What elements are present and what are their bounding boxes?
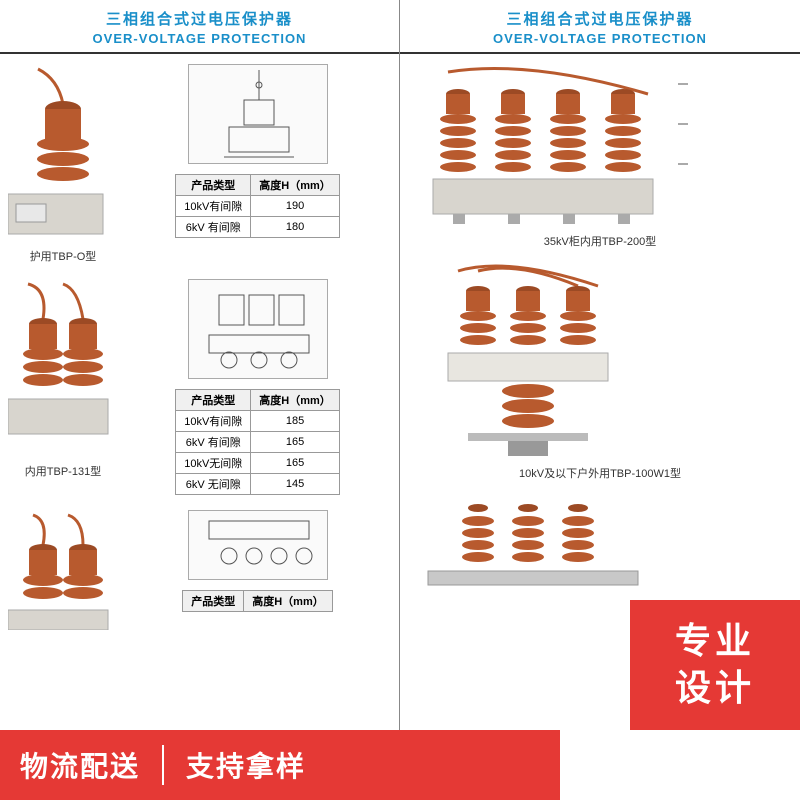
- insulator-icon: [8, 64, 118, 244]
- left-header: 三相组合式过电压保护器 OVER-VOLTAGE PROTECTION: [0, 0, 399, 54]
- spec-table: 产品类型 高度H（mm） 10kV有间隙 190 6kV 有间隙 180: [175, 174, 340, 238]
- spec-col-height: 高度H（mm）: [251, 175, 340, 196]
- product-block-partial: [408, 493, 792, 613]
- product-row: 护用TBP-O型 产品类型 高度H（mm）: [8, 64, 391, 264]
- spec-col-type: 产品类型: [176, 175, 251, 196]
- spec-table: 产品类型 高度H（mm）: [182, 590, 333, 612]
- product-caption: 10kV及以下户外用TBP-100W1型: [408, 465, 792, 481]
- insulator-three-rail-icon: [408, 493, 648, 613]
- right-content: 35kV柜内用TBP-200型: [400, 54, 800, 623]
- spec-cell: 165: [251, 432, 340, 453]
- banner-divider: [162, 745, 164, 785]
- table-row: 10kV有间隙185: [176, 411, 340, 432]
- product-caption: 内用TBP-131型: [8, 463, 118, 479]
- header-title-cn: 三相组合式过电压保护器: [0, 8, 399, 29]
- technical-drawing-icon: [188, 64, 328, 164]
- right-header: 三相组合式过电压保护器 OVER-VOLTAGE PROTECTION: [400, 0, 800, 54]
- spec-col-height: 高度H（mm）: [244, 591, 333, 612]
- spec-table: 产品类型 高度H（mm） 10kV有间隙185 6kV 有间隙165 10kV无…: [175, 389, 340, 495]
- diagram-area: 产品类型 高度H（mm） 10kV有间隙 190 6kV 有间隙 180: [124, 64, 391, 238]
- banner-right: 专业 设计: [630, 600, 800, 730]
- spec-cell: 10kV有间隙: [176, 196, 251, 217]
- spec-cell: 190: [251, 196, 340, 217]
- spec-cell: 145: [251, 474, 340, 495]
- product-caption: 35kV柜内用TBP-200型: [408, 233, 792, 249]
- banner-bottom: 物流配送 支持拿样: [0, 730, 560, 800]
- spec-cell: 10kV有间隙: [176, 411, 251, 432]
- product-image-tbp-o: 护用TBP-O型: [8, 64, 118, 264]
- spec-cell: 6kV 无间隙: [176, 474, 251, 495]
- insulator-icon: [8, 510, 118, 630]
- product-row: 内用TBP-131型 产品类型 高: [8, 279, 391, 495]
- technical-drawing-icon: [188, 510, 328, 580]
- header-title-en: OVER-VOLTAGE PROTECTION: [0, 31, 399, 46]
- left-content: 护用TBP-O型 产品类型 高度H（mm）: [0, 54, 399, 655]
- table-row: 10kV无间隙165: [176, 453, 340, 474]
- spec-cell: 165: [251, 453, 340, 474]
- banner-right-line2: 设计: [675, 667, 755, 708]
- banner-right-line1: 专业: [675, 620, 755, 661]
- spec-col-type: 产品类型: [183, 591, 244, 612]
- product-image-tbp-131: 内用TBP-131型: [8, 279, 118, 479]
- diagram-area: 产品类型 高度H（mm）: [124, 510, 391, 612]
- banner-bottom-text-2: 支持拿样: [186, 745, 306, 785]
- insulator-icon: [8, 279, 118, 459]
- table-row: 6kV 无间隙145: [176, 474, 340, 495]
- diagram-area: 产品类型 高度H（mm） 10kV有间隙185 6kV 有间隙165 10kV无…: [124, 279, 391, 495]
- table-row: 6kV 有间隙165: [176, 432, 340, 453]
- banner-bottom-text-1: 物流配送: [20, 745, 140, 785]
- product-block-tbp-100w1: 10kV及以下户外用TBP-100W1型: [408, 261, 792, 481]
- product-caption: 护用TBP-O型: [8, 248, 118, 264]
- technical-drawing-icon: [188, 279, 328, 379]
- left-column: 三相组合式过电压保护器 OVER-VOLTAGE PROTECTION: [0, 0, 400, 800]
- product-row: 产品类型 高度H（mm）: [8, 510, 391, 630]
- spec-cell: 6kV 有间隙: [176, 432, 251, 453]
- table-row: 10kV有间隙 190: [176, 196, 340, 217]
- spec-cell: 6kV 有间隙: [176, 217, 251, 238]
- insulator-four-icon: [408, 64, 688, 229]
- spec-col-type: 产品类型: [176, 390, 251, 411]
- spec-col-height: 高度H（mm）: [251, 390, 340, 411]
- table-row: 6kV 有间隙 180: [176, 217, 340, 238]
- spec-cell: 185: [251, 411, 340, 432]
- spec-cell: 180: [251, 217, 340, 238]
- banner-right-text: 专业 设计: [675, 618, 755, 712]
- header-title-en: OVER-VOLTAGE PROTECTION: [400, 31, 800, 46]
- header-title-cn: 三相组合式过电压保护器: [400, 8, 800, 29]
- product-block-tbp-200: 35kV柜内用TBP-200型: [408, 64, 792, 249]
- insulator-three-outdoor-icon: [408, 261, 648, 461]
- spec-cell: 10kV无间隙: [176, 453, 251, 474]
- product-image-partial: [8, 510, 118, 630]
